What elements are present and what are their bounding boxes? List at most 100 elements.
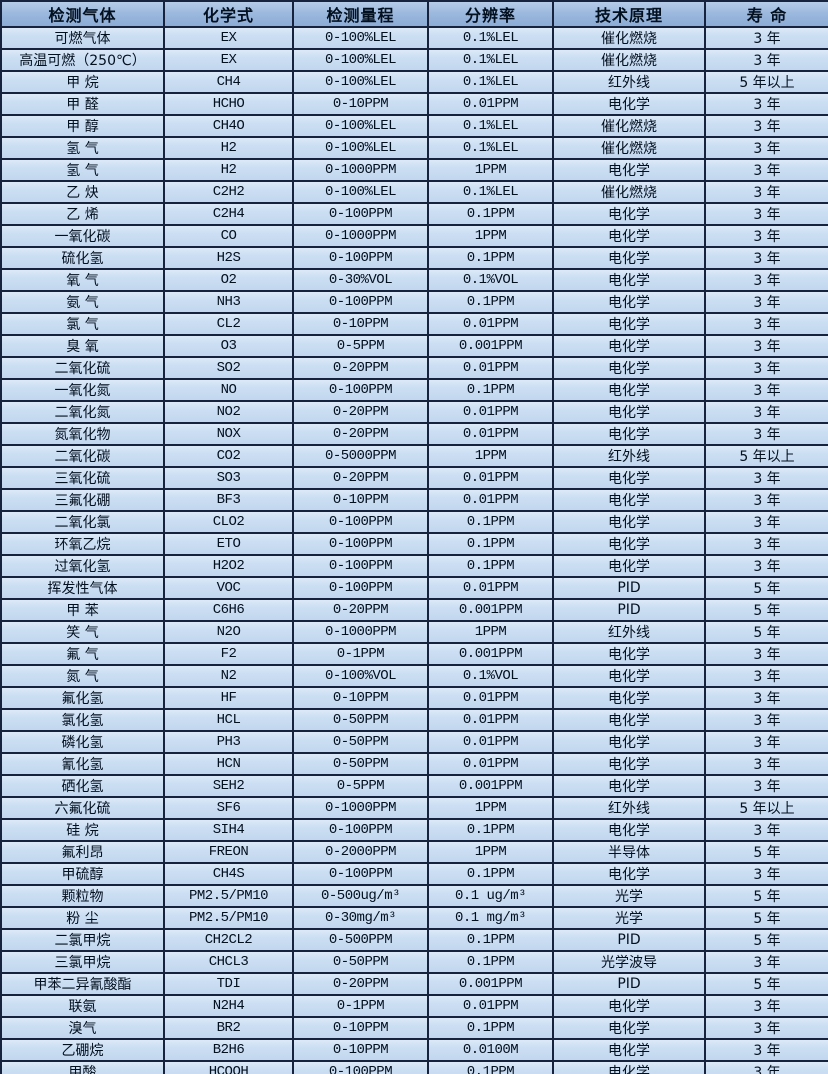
cell: 电化学 [552, 334, 706, 358]
cell: 3 年 [704, 422, 828, 446]
cell: 5 年 [704, 884, 828, 908]
cell: 磷化氢 [0, 730, 165, 754]
cell: 0-10PPM [292, 312, 429, 336]
cell: 催化燃烧 [552, 114, 706, 138]
cell: CL2 [163, 312, 294, 336]
table-row: 高温可燃（250℃） EX 0-100%LEL 0.1%LEL 催化燃烧 3 年 [0, 48, 828, 72]
table-row: 三氧化硫 SO3 0-20PPM 0.01PPM 电化学 3 年 [0, 466, 828, 490]
cell: 5 年 [704, 906, 828, 930]
cell: HCN [163, 752, 294, 776]
cell: 电化学 [552, 818, 706, 842]
cell: 0-50PPM [292, 708, 429, 732]
cell: 甲 烷 [0, 70, 165, 94]
cell: 0.1 mg/m³ [427, 906, 554, 930]
cell: 电化学 [552, 422, 706, 446]
cell: 1PPM [427, 620, 554, 644]
cell: 3 年 [704, 730, 828, 754]
cell: CO2 [163, 444, 294, 468]
cell: 光学波导 [552, 950, 706, 974]
cell: O2 [163, 268, 294, 292]
cell: 0.001PPM [427, 774, 554, 798]
cell: 电化学 [552, 862, 706, 886]
cell: 0-100PPM [292, 510, 429, 534]
cell: 0.01PPM [427, 312, 554, 336]
cell: 0.001PPM [427, 334, 554, 358]
cell: 0-2000PPM [292, 840, 429, 864]
table-row: 氮 气 N2 0-100%VOL 0.1%VOL 电化学 3 年 [0, 664, 828, 688]
cell: 3 年 [704, 180, 828, 204]
cell: 0.0100M [427, 1038, 554, 1062]
cell: 0.1PPM [427, 554, 554, 578]
cell: 过氧化氢 [0, 554, 165, 578]
cell: CH4S [163, 862, 294, 886]
cell: 光学 [552, 884, 706, 908]
cell: F2 [163, 642, 294, 666]
cell: CH2CL2 [163, 928, 294, 952]
cell: 0.01PPM [427, 576, 554, 600]
cell: 5 年以上 [704, 796, 828, 820]
column-header: 分辨率 [427, 0, 554, 28]
table-row: 联氨 N2H4 0-1PPM 0.01PPM 电化学 3 年 [0, 994, 828, 1018]
cell: 3 年 [704, 752, 828, 776]
cell: 氯 气 [0, 312, 165, 336]
cell: 三氟化硼 [0, 488, 165, 512]
cell: 0.1%LEL [427, 70, 554, 94]
cell: 3 年 [704, 158, 828, 182]
table-row: 甲硫醇 CH4S 0-100PPM 0.1PPM 电化学 3 年 [0, 862, 828, 886]
cell: 5 年以上 [704, 70, 828, 94]
cell: 0-100%LEL [292, 180, 429, 204]
cell: 溴气 [0, 1016, 165, 1040]
cell: 0.001PPM [427, 642, 554, 666]
cell: 氧 气 [0, 268, 165, 292]
cell: 二氯甲烷 [0, 928, 165, 952]
table-row: 可燃气体 EX 0-100%LEL 0.1%LEL 催化燃烧 3 年 [0, 26, 828, 50]
cell: 3 年 [704, 400, 828, 424]
table-header: 检测气体 化学式 检测量程 分辨率 技术原理寿 命 [0, 0, 828, 28]
cell: 0-5PPM [292, 334, 429, 358]
cell: 3 年 [704, 818, 828, 842]
table-row: 三氟化硼 BF3 0-10PPM 0.01PPM 电化学 3 年 [0, 488, 828, 512]
table-row: 硫化氢 H2S 0-100PPM 0.1PPM 电化学 3 年 [0, 246, 828, 270]
cell: 氟化氢 [0, 686, 165, 710]
cell: 0.1PPM [427, 818, 554, 842]
cell: 臭 氧 [0, 334, 165, 358]
cell: 3 年 [704, 686, 828, 710]
cell: 电化学 [552, 642, 706, 666]
cell: 一氧化氮 [0, 378, 165, 402]
cell: 0-10PPM [292, 92, 429, 116]
cell: 0.01PPM [427, 488, 554, 512]
cell: 0-50PPM [292, 730, 429, 754]
cell: FREON [163, 840, 294, 864]
cell: 电化学 [552, 708, 706, 732]
table-row: 氟化氢 HF 0-10PPM 0.01PPM 电化学 3 年 [0, 686, 828, 710]
table-row: 氢 气 H2 0-100%LEL 0.1%LEL 催化燃烧 3 年 [0, 136, 828, 160]
table-row: 二氧化氮 NO2 0-20PPM 0.01PPM 电化学 3 年 [0, 400, 828, 424]
cell: 0-100PPM [292, 1060, 429, 1074]
cell: 0-1000PPM [292, 158, 429, 182]
header-row: 检测气体 化学式 检测量程 分辨率 技术原理寿 命 [0, 0, 828, 28]
cell: 电化学 [552, 532, 706, 556]
cell: 二氧化碳 [0, 444, 165, 468]
cell: 氮 气 [0, 664, 165, 688]
cell: 5 年 [704, 576, 828, 600]
cell: 0-100%LEL [292, 136, 429, 160]
cell: 3 年 [704, 1038, 828, 1062]
cell: 0.01PPM [427, 400, 554, 424]
cell: 0-10PPM [292, 488, 429, 512]
cell: NO2 [163, 400, 294, 424]
cell: 3 年 [704, 356, 828, 380]
cell: 0.1PPM [427, 532, 554, 556]
cell: 0-500PPM [292, 928, 429, 952]
table-row: 甲 苯 C6H6 0-20PPM 0.001PPM PID 5 年 [0, 598, 828, 622]
cell: 0-20PPM [292, 972, 429, 996]
cell: 3 年 [704, 950, 828, 974]
table-row: 三氯甲烷 CHCL3 0-50PPM 0.1PPM 光学波导 3 年 [0, 950, 828, 974]
cell: 电化学 [552, 378, 706, 402]
table-body: 可燃气体 EX 0-100%LEL 0.1%LEL 催化燃烧 3 年高温可燃（250℃） E… [0, 26, 828, 1074]
cell: 电化学 [552, 1060, 706, 1074]
column-header: 检测气体 [0, 0, 165, 28]
cell: 催化燃烧 [552, 136, 706, 160]
cell: 红外线 [552, 70, 706, 94]
cell: 电化学 [552, 752, 706, 776]
cell: 可燃气体 [0, 26, 165, 50]
